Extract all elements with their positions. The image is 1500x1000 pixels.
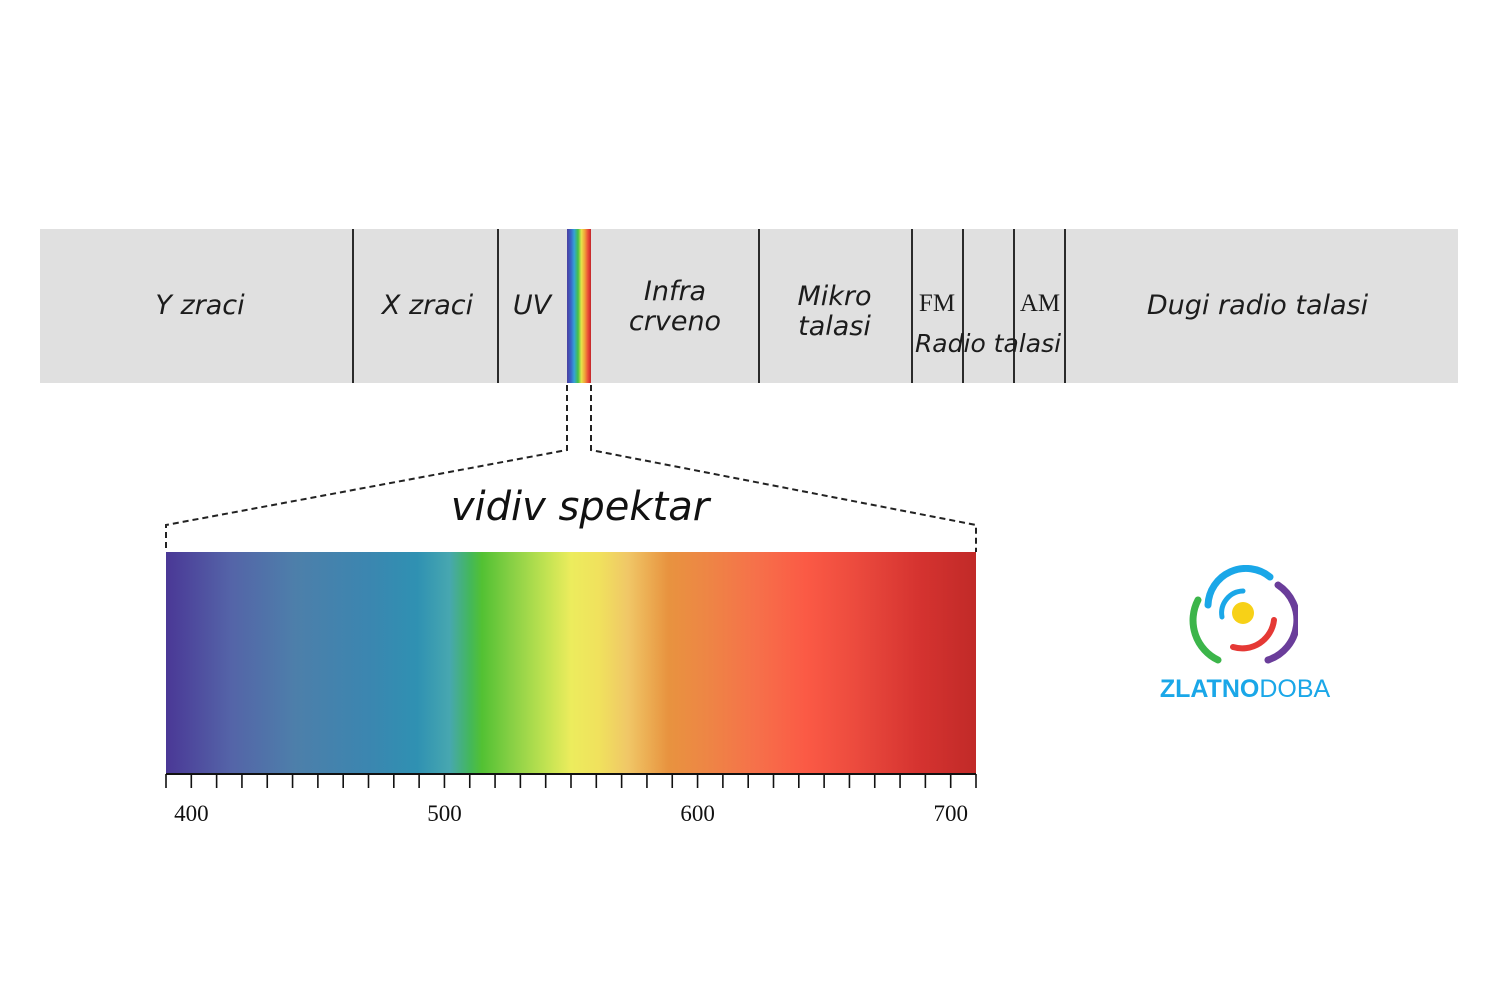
logo-text-part1: ZLATNO <box>1159 675 1260 703</box>
divider-am <box>1013 229 1015 383</box>
label-gamma: Y zraci <box>155 290 245 321</box>
label-radio: Radio talasi <box>914 329 1062 358</box>
divider-fm <box>962 229 964 383</box>
em-spectrum-band: Y zraci X zraci UV Infra crveno Mikro ta… <box>40 229 1458 383</box>
label-fm: FM <box>918 290 956 317</box>
label-microwave: Mikro talasi <box>762 282 907 342</box>
tick-label-600: 600 <box>680 801 715 826</box>
logo-text-part2: DOBA <box>1259 675 1331 703</box>
label-am: AM <box>1019 290 1061 317</box>
logo-sun <box>1232 602 1254 624</box>
label-uv: UV <box>512 290 552 321</box>
label-microwave-line1: Mikro <box>797 281 872 312</box>
logo-swirl-icon <box>1189 565 1298 664</box>
visible-light-strip <box>567 229 591 383</box>
zoom-line-left <box>165 385 568 552</box>
label-infrared: Infra crveno <box>595 277 755 337</box>
divider-microwave-fm <box>911 229 913 383</box>
zlatnodoba-logo: ZLATNODOBA <box>1150 565 1340 710</box>
logo-arc-purple <box>1264 581 1298 664</box>
label-infrared-line1: Infra <box>643 276 707 307</box>
label-microwave-line2: talasi <box>798 311 871 342</box>
divider-gamma-xray <box>352 229 354 383</box>
zoom-line-right <box>590 385 977 552</box>
logo-arc-blue-inner <box>1219 588 1246 620</box>
divider-xray-uv <box>497 229 499 383</box>
logo-wordmark: ZLATNODOBA <box>1150 675 1340 704</box>
logo-arc-blue <box>1204 565 1274 609</box>
tick-label-400: 400 <box>174 801 209 826</box>
divider-infrared-microwave <box>758 229 760 383</box>
label-infrared-line2: crveno <box>628 306 722 337</box>
visible-spectrum-gradient <box>166 552 976 774</box>
logo-arc-red <box>1230 617 1277 652</box>
logo-arc-green <box>1189 596 1222 664</box>
visible-spectrum-title: vidiv spektar <box>450 484 710 530</box>
divider-radio-longradio <box>1064 229 1066 383</box>
tick-label-500: 500 <box>427 801 462 826</box>
label-long-radio: Dugi radio talasi <box>1146 290 1369 321</box>
label-xray: X zraci <box>381 290 474 321</box>
tick-label-700: 700 <box>933 801 968 826</box>
